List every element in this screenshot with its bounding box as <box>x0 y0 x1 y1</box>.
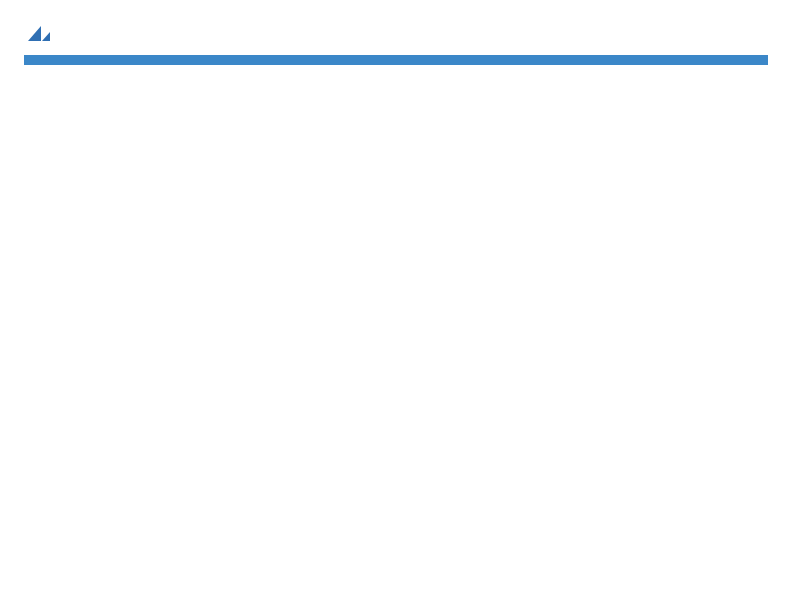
day-header-fri <box>555 55 661 65</box>
logo <box>24 18 53 49</box>
logo-sail-icon <box>28 26 50 49</box>
day-header-thu <box>449 55 555 65</box>
day-header-row <box>24 55 768 65</box>
day-header-sat <box>662 55 768 65</box>
header <box>24 18 768 49</box>
day-header-sun <box>24 55 130 65</box>
day-header-wed <box>343 55 449 65</box>
day-header-tue <box>237 55 343 65</box>
calendar-table <box>24 55 768 65</box>
day-header-mon <box>130 55 236 65</box>
